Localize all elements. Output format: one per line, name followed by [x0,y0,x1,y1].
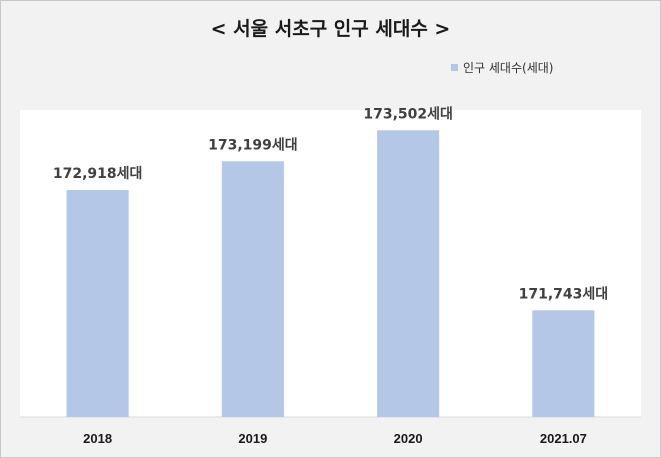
bar-2019 [221,161,284,417]
bar-2020 [377,130,440,417]
data-label-2018: 172,918세대 [53,166,143,182]
data-label-2020: 173,502세대 [363,106,453,122]
legend-label: 인구 세대수(세대) [463,61,554,75]
x-tick-label-2019: 2019 [238,431,267,446]
x-tick-label-2021.07: 2021.07 [540,431,587,446]
chart-legend: 인구 세대수(세대) [451,59,553,76]
x-tick-label-2018: 2018 [83,431,112,446]
data-label-2019: 173,199세대 [208,137,298,153]
legend-swatch [451,64,458,71]
x-tick-label-2020: 2020 [394,431,423,446]
bar-2021.07 [532,310,595,417]
chart-title: < 서울 서초구 인구 세대수 > [210,18,451,40]
bar-2018 [66,190,129,417]
data-label-2021.07: 171,743세대 [519,286,609,302]
